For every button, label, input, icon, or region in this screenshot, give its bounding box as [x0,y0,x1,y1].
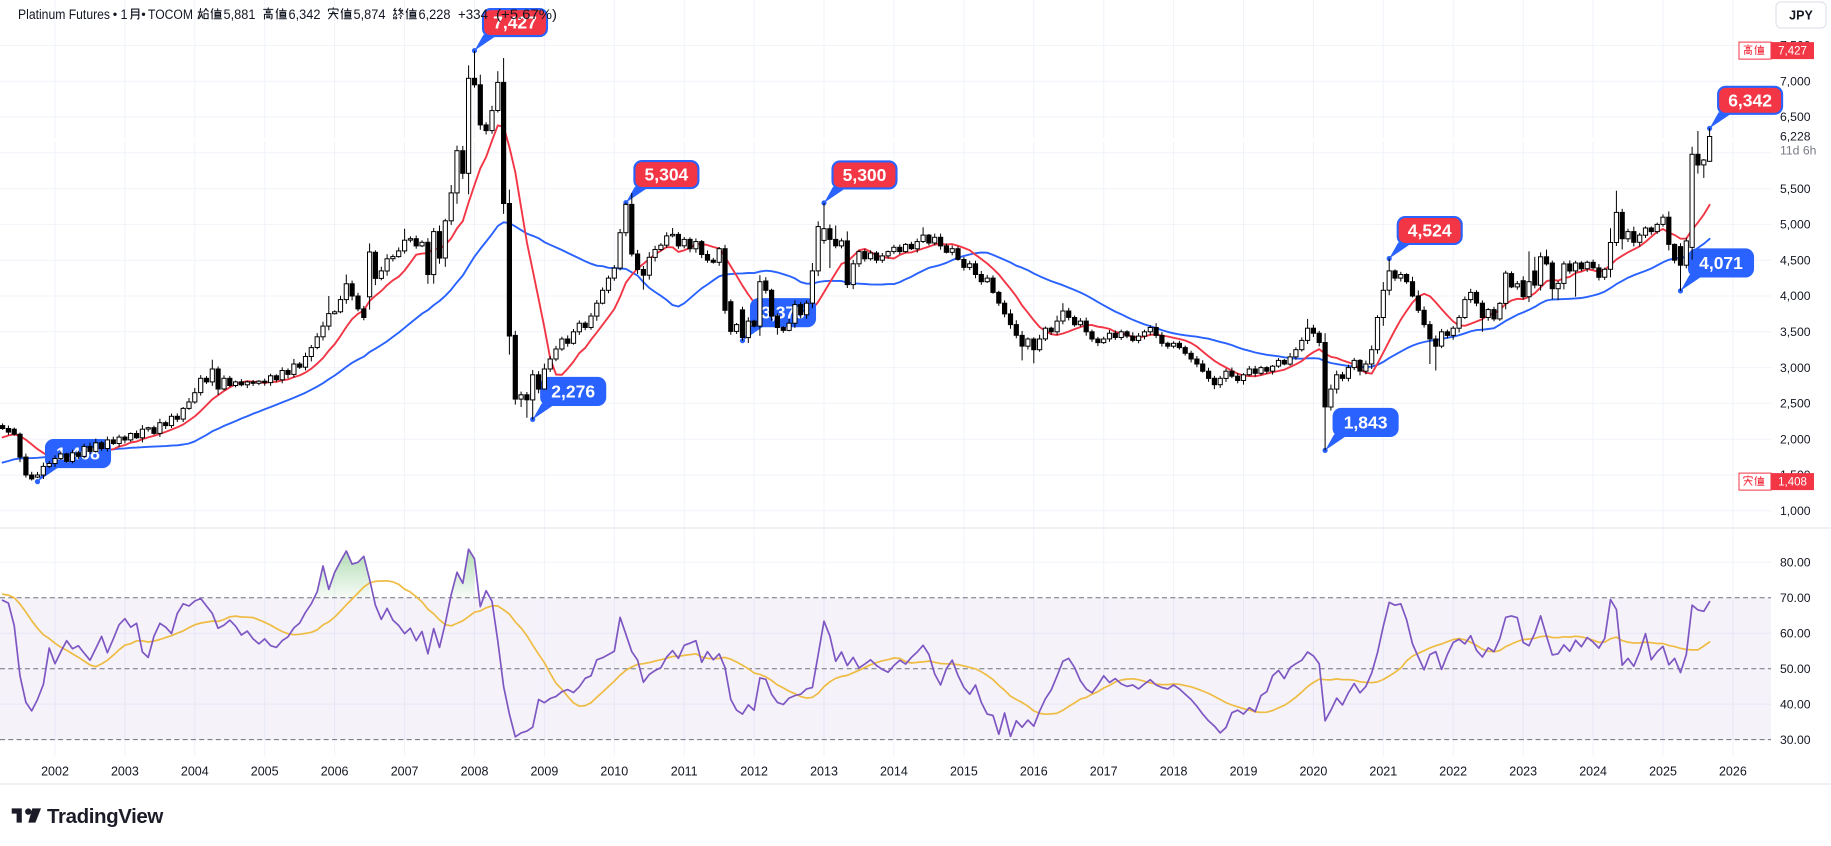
svg-text:2025: 2025 [1649,765,1677,779]
svg-text:11d 6h: 11d 6h [1780,144,1816,158]
svg-text:6,228: 6,228 [419,7,451,22]
svg-text:TradingView: TradingView [47,805,163,828]
svg-text:2026: 2026 [1719,765,1747,779]
svg-text:2021: 2021 [1369,765,1397,779]
svg-text:1,408: 1,408 [1778,477,1807,489]
svg-text:5,874: 5,874 [354,7,386,22]
svg-text:2006: 2006 [321,765,349,779]
svg-text:3,500: 3,500 [1780,325,1811,339]
svg-text:80.00: 80.00 [1780,556,1811,570]
svg-text:2015: 2015 [950,765,978,779]
svg-text:30.00: 30.00 [1780,733,1811,747]
svg-text:40.00: 40.00 [1780,697,1811,711]
svg-text:60.00: 60.00 [1780,627,1811,641]
svg-text:4,000: 4,000 [1780,289,1811,303]
svg-text:2002: 2002 [41,765,69,779]
svg-text:2010: 2010 [600,765,628,779]
svg-text:2011: 2011 [671,765,698,779]
svg-text:3,000: 3,000 [1780,361,1811,375]
svg-text:70.00: 70.00 [1780,591,1811,605]
svg-text:(+5.67%): (+5.67%) [496,7,557,22]
svg-text:JPY: JPY [1789,9,1813,23]
svg-text:2004: 2004 [181,765,209,779]
svg-text:5,304: 5,304 [645,165,689,185]
svg-text:2,276: 2,276 [551,381,595,401]
svg-text:1,843: 1,843 [1344,412,1388,432]
svg-text:2013: 2013 [810,765,838,779]
svg-text:4,524: 4,524 [1408,221,1452,241]
svg-text:5,000: 5,000 [1780,218,1811,232]
svg-text:2012: 2012 [740,765,768,779]
svg-text:5,300: 5,300 [843,165,887,185]
svg-text:6,342: 6,342 [289,7,321,22]
svg-text:2,000: 2,000 [1780,432,1811,446]
svg-text:2019: 2019 [1230,765,1258,779]
svg-text:7,427: 7,427 [1778,46,1807,58]
svg-text:2016: 2016 [1020,765,1048,779]
svg-text:Platinum Futures: Platinum Futures [18,7,110,22]
svg-text:2014: 2014 [880,765,908,779]
svg-text:50.00: 50.00 [1780,662,1811,676]
svg-text:2007: 2007 [391,765,419,779]
svg-text:2008: 2008 [461,765,489,779]
svg-text:2020: 2020 [1299,765,1327,779]
svg-text:2009: 2009 [530,765,558,779]
svg-text:6,228: 6,228 [1780,130,1811,144]
svg-text:2023: 2023 [1509,765,1537,779]
svg-text:2022: 2022 [1439,765,1467,779]
svg-text:5,881: 5,881 [224,7,256,22]
svg-text:7,000: 7,000 [1780,74,1811,88]
svg-text:7,427: 7,427 [493,13,537,33]
svg-text:4,071: 4,071 [1699,253,1743,273]
svg-text:1: 1 [121,7,128,22]
svg-text:2005: 2005 [251,765,279,779]
svg-text:2018: 2018 [1160,765,1188,779]
svg-text:6,500: 6,500 [1780,110,1811,124]
svg-text:+334: +334 [458,7,488,22]
svg-text:TOCOM: TOCOM [148,7,193,22]
svg-text:6,342: 6,342 [1728,90,1772,110]
svg-text:2024: 2024 [1579,765,1607,779]
svg-text:2003: 2003 [111,765,139,779]
svg-text:1,000: 1,000 [1780,504,1811,518]
svg-text:5,500: 5,500 [1780,182,1811,196]
svg-text:2,500: 2,500 [1780,397,1811,411]
svg-text:2017: 2017 [1090,765,1118,779]
svg-text:4,500: 4,500 [1780,253,1811,267]
